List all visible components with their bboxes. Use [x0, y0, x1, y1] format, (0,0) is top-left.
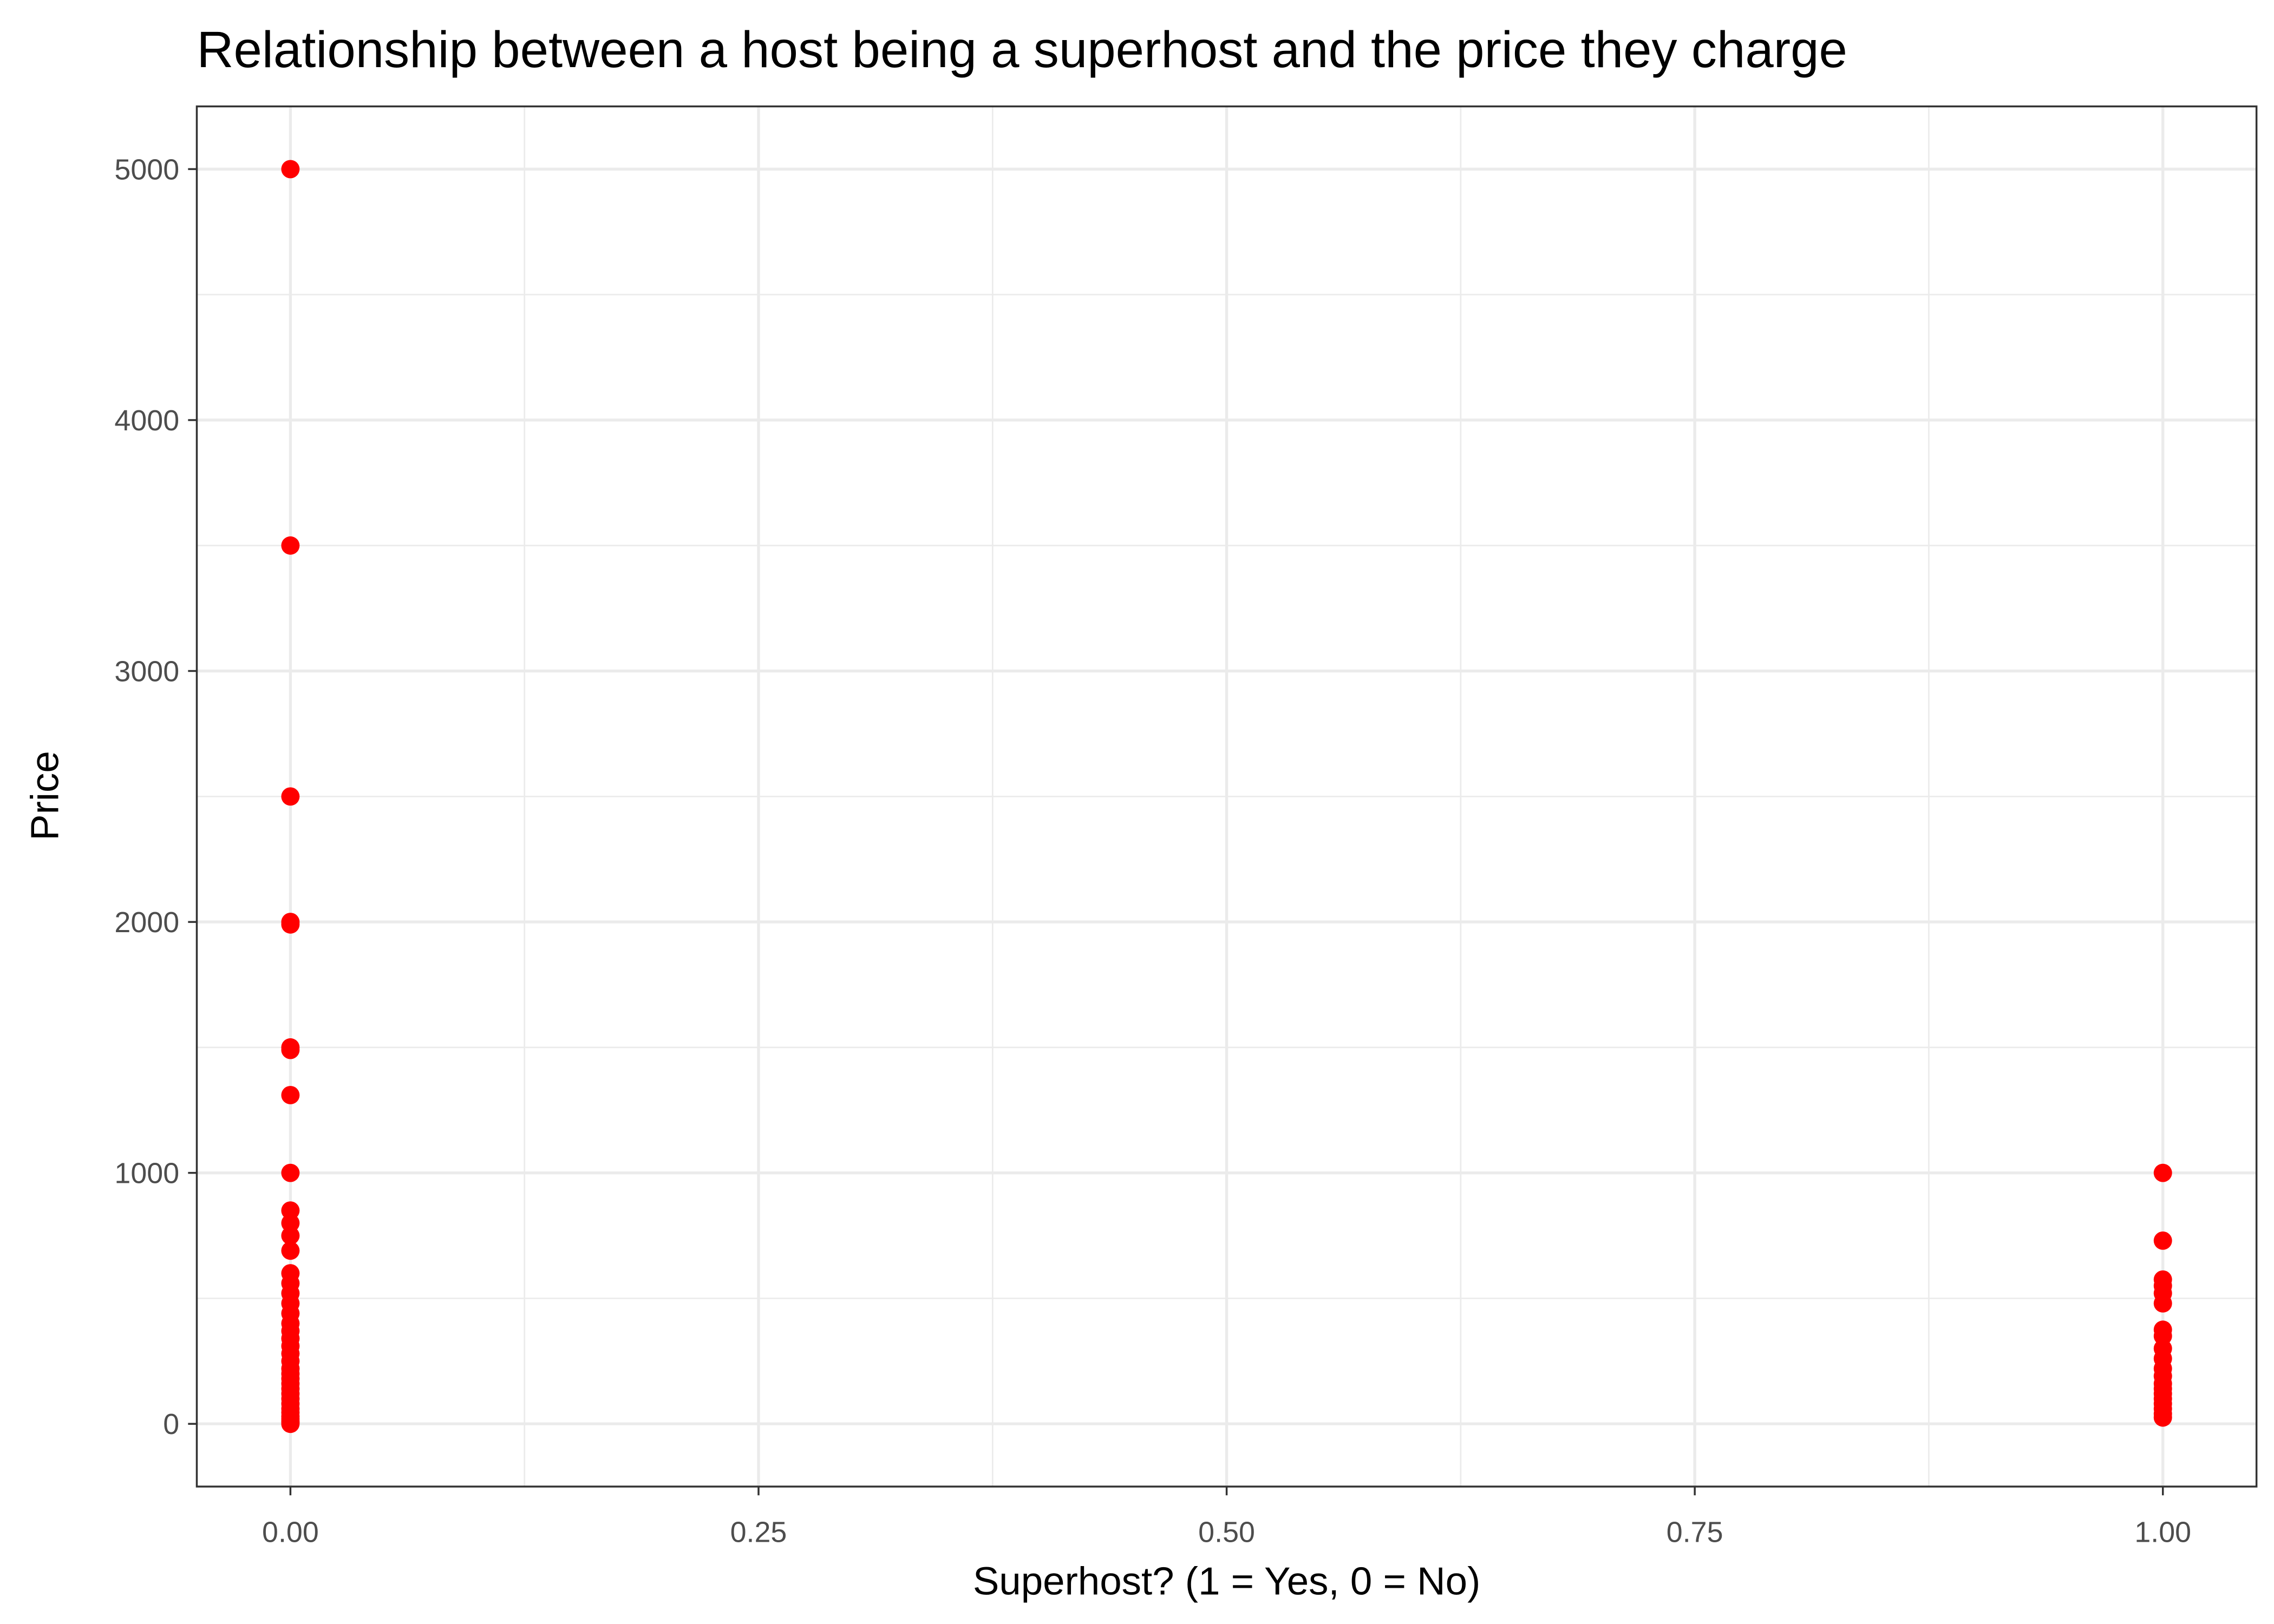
point	[281, 1163, 300, 1182]
point	[281, 1415, 300, 1433]
y-axis-title: Price	[23, 751, 67, 841]
point	[281, 1226, 300, 1245]
point	[281, 915, 300, 934]
y-tick-label: 2000	[114, 906, 179, 939]
x-tick-label: 1.00	[2134, 1516, 2191, 1548]
y-tick-label: 5000	[114, 153, 179, 186]
point	[281, 1040, 300, 1059]
panel-border	[195, 105, 2258, 1488]
point	[281, 1214, 300, 1233]
chart-title: Relationship between a host being a supe…	[197, 21, 1847, 78]
x-tick-label: 0.50	[1198, 1516, 1255, 1548]
x-tick-label: 0.00	[262, 1516, 319, 1548]
point	[281, 787, 300, 806]
point	[2153, 1408, 2172, 1427]
point	[281, 1201, 300, 1220]
point	[2153, 1294, 2172, 1313]
point	[2153, 1327, 2172, 1345]
point	[281, 1086, 300, 1104]
point	[2153, 1163, 2172, 1182]
x-tick-label: 0.25	[730, 1516, 787, 1548]
y-tick-label: 4000	[114, 404, 179, 437]
x-tick-label: 0.75	[1667, 1516, 1723, 1548]
y-tick-label: 1000	[114, 1157, 179, 1190]
x-axis-title: Superhost? (1 = Yes, 0 = No)	[973, 1559, 1480, 1603]
y-tick-label: 0	[163, 1408, 179, 1440]
point	[2153, 1231, 2172, 1250]
point	[281, 160, 300, 179]
point	[281, 536, 300, 555]
y-tick-label: 3000	[114, 655, 179, 687]
point	[281, 1241, 300, 1260]
